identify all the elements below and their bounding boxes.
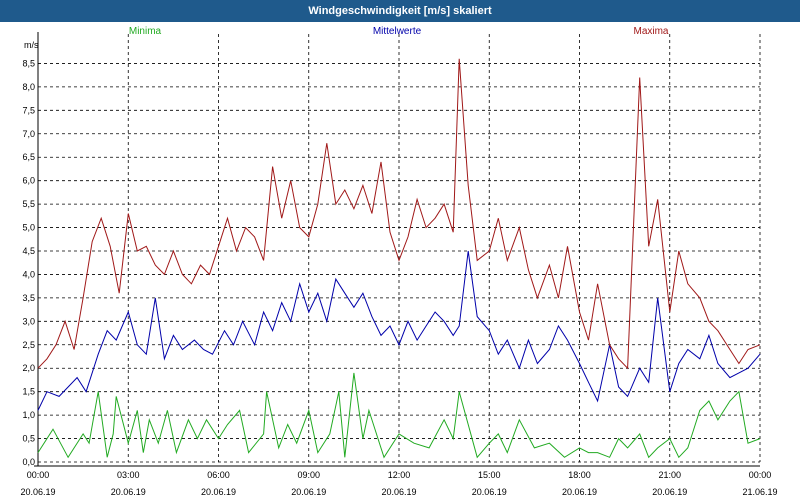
y-axis-ticks: 0,0 0,5 1,0 1,5 2,0 2,5 3,0 3,5 4,0 4,5 5,0 5,5 6,0 6…: [22, 58, 35, 467]
y-tick-label: 1,5: [22, 387, 35, 397]
legend-mittelwerte: Mittelwerte: [373, 26, 422, 37]
y-tick-label: 8,0: [22, 82, 35, 92]
x-tick-date: 20.06.19: [381, 487, 416, 497]
grid-lines: [37, 34, 761, 463]
series-line-mittelwerte: [37, 250, 761, 411]
y-tick-label: 4,0: [22, 269, 35, 279]
y-tick-label: 2,5: [22, 340, 35, 350]
chart-area: 0,0 0,5 1,0 1,5 2,0 2,5 3,0 3,5 4,0 4,5 5,0 5,5 6,0 6…: [20, 26, 777, 497]
x-tick-time: 03:00: [117, 470, 140, 480]
x-tick-date: 20.06.19: [652, 487, 687, 497]
x-tick-date: 20.06.19: [291, 487, 326, 497]
y-tick-label: 5,0: [22, 223, 35, 233]
y-tick-label: 1,0: [22, 410, 35, 420]
y-tick-label: 4,5: [22, 246, 35, 256]
y-tick-label: 3,0: [22, 316, 35, 326]
y-tick-label: 6,0: [22, 176, 35, 186]
y-tick-label: 3,5: [22, 293, 35, 303]
legend: Minima Mittelwerte Maxima: [129, 26, 669, 37]
x-tick-date: 21.06.19: [742, 487, 777, 497]
x-tick-date: 20.06.19: [562, 487, 597, 497]
x-tick-time: 00:00: [27, 470, 50, 480]
series-line-minima: [37, 372, 761, 459]
y-tick-label: 0,0: [22, 457, 35, 467]
x-axis-ticks: 00:00 20.06.19 03:00 20.06.19 06:00 20.06.19 0…: [20, 470, 777, 497]
y-tick-label: 2,0: [22, 363, 35, 373]
legend-maxima: Maxima: [633, 26, 668, 37]
y-tick-label: 8,5: [22, 58, 35, 68]
x-tick-time: 21:00: [658, 470, 681, 480]
x-tick-date: 20.06.19: [111, 487, 146, 497]
x-tick-time: 12:00: [388, 470, 411, 480]
series-line-maxima: [37, 58, 761, 370]
chart-title: Windgeschwindigkeit [m/s] skaliert: [0, 0, 800, 22]
x-tick-time: 15:00: [478, 470, 501, 480]
x-tick-time: 18:00: [568, 470, 591, 480]
y-tick-label: 7,0: [22, 129, 35, 139]
x-tick-time: 00:00: [749, 470, 772, 480]
y-tick-label: 5,5: [22, 199, 35, 209]
axes: [34, 32, 760, 467]
x-tick-time: 06:00: [207, 470, 230, 480]
x-tick-date: 20.06.19: [201, 487, 236, 497]
y-tick-label: 0,5: [22, 434, 35, 444]
x-tick-date: 20.06.19: [472, 487, 507, 497]
legend-minima: Minima: [129, 26, 162, 37]
y-tick-label: 6,5: [22, 152, 35, 162]
y-tick-label: 7,5: [22, 105, 35, 115]
x-tick-date: 20.06.19: [20, 487, 55, 497]
series-lines: [37, 58, 761, 459]
y-axis-label: m/s: [24, 40, 39, 50]
x-tick-time: 09:00: [297, 470, 320, 480]
